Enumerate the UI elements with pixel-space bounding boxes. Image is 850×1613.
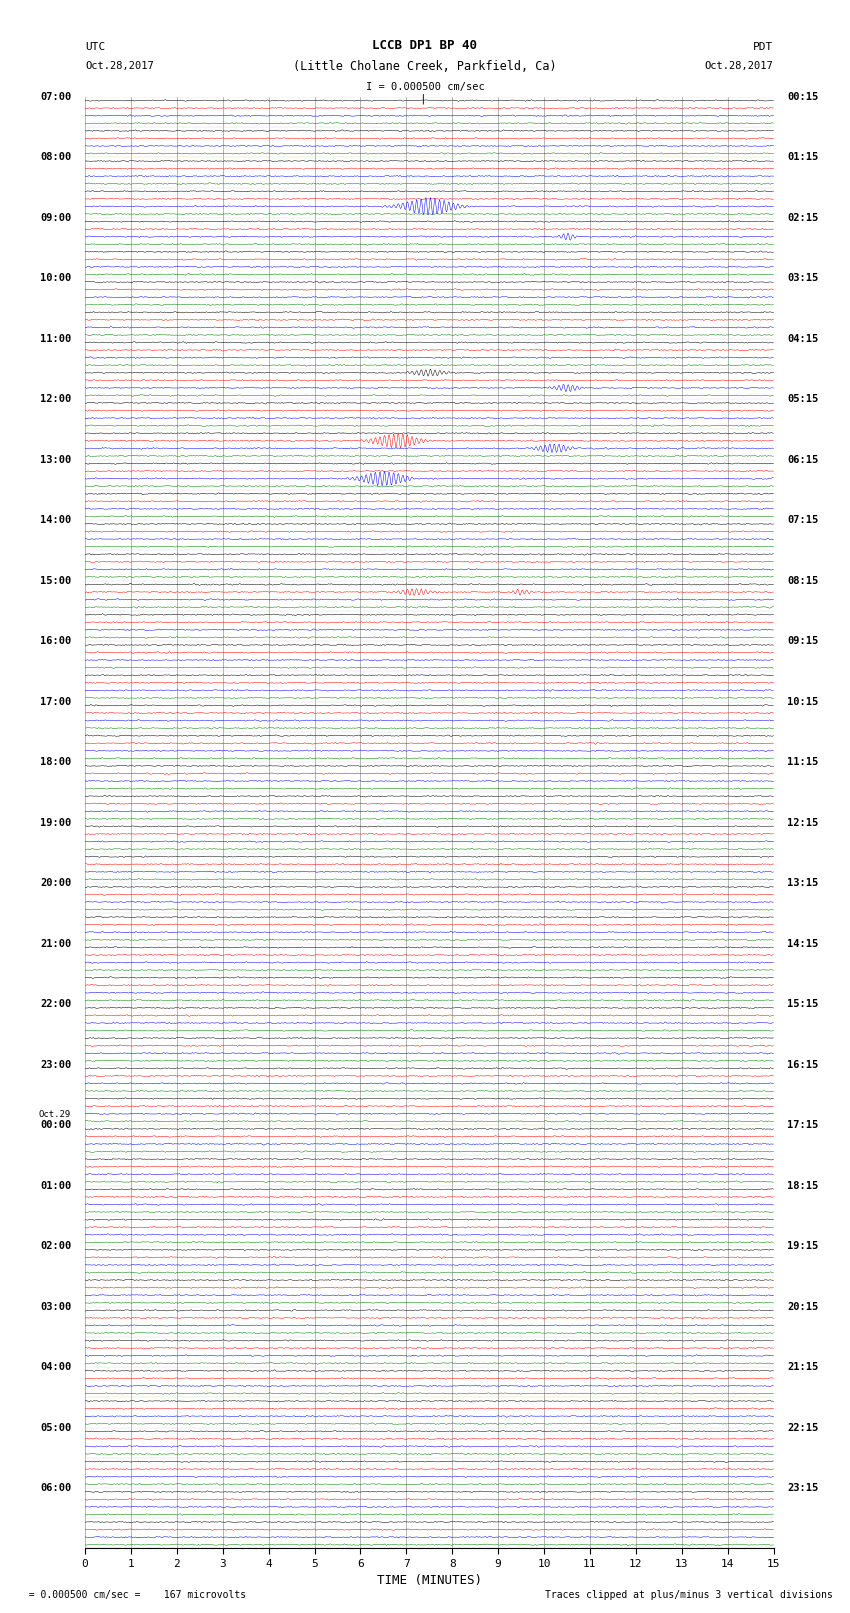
Text: LCCB DP1 BP 40: LCCB DP1 BP 40 [372, 39, 478, 52]
Text: 22:00: 22:00 [40, 998, 71, 1010]
Text: 03:15: 03:15 [787, 273, 819, 284]
Text: 13:00: 13:00 [40, 455, 71, 465]
Text: 14:00: 14:00 [40, 515, 71, 526]
Text: 04:00: 04:00 [40, 1361, 71, 1373]
Text: 15:15: 15:15 [787, 998, 819, 1010]
Text: 06:15: 06:15 [787, 455, 819, 465]
Text: 05:00: 05:00 [40, 1423, 71, 1432]
Text: 09:00: 09:00 [40, 213, 71, 223]
Text: 00:15: 00:15 [787, 92, 819, 102]
Text: 18:00: 18:00 [40, 756, 71, 768]
Text: 09:15: 09:15 [787, 636, 819, 647]
Text: 19:00: 19:00 [40, 818, 71, 827]
Text: Traces clipped at plus/minus 3 vertical divisions: Traces clipped at plus/minus 3 vertical … [545, 1590, 833, 1600]
Text: 20:15: 20:15 [787, 1302, 819, 1311]
Text: = 0.000500 cm/sec =    167 microvolts: = 0.000500 cm/sec = 167 microvolts [17, 1590, 246, 1600]
Text: 19:15: 19:15 [787, 1240, 819, 1252]
Text: 10:15: 10:15 [787, 697, 819, 706]
X-axis label: TIME (MINUTES): TIME (MINUTES) [377, 1574, 482, 1587]
Text: 03:00: 03:00 [40, 1302, 71, 1311]
Text: 01:00: 01:00 [40, 1181, 71, 1190]
Text: Oct.28,2017: Oct.28,2017 [705, 61, 774, 71]
Text: 21:00: 21:00 [40, 939, 71, 948]
Text: |: | [419, 94, 426, 105]
Text: 06:00: 06:00 [40, 1482, 71, 1494]
Text: 16:15: 16:15 [787, 1060, 819, 1069]
Text: 04:15: 04:15 [787, 334, 819, 344]
Text: 10:00: 10:00 [40, 273, 71, 284]
Text: 11:15: 11:15 [787, 756, 819, 768]
Text: 12:15: 12:15 [787, 818, 819, 827]
Text: 08:00: 08:00 [40, 152, 71, 163]
Text: 02:00: 02:00 [40, 1240, 71, 1252]
Text: 22:15: 22:15 [787, 1423, 819, 1432]
Text: 17:15: 17:15 [787, 1119, 819, 1131]
Text: I = 0.000500 cm/sec: I = 0.000500 cm/sec [366, 82, 484, 92]
Text: (Little Cholane Creek, Parkfield, Ca): (Little Cholane Creek, Parkfield, Ca) [293, 60, 557, 73]
Text: 13:15: 13:15 [787, 877, 819, 889]
Text: 21:15: 21:15 [787, 1361, 819, 1373]
Text: 16:00: 16:00 [40, 636, 71, 647]
Text: 02:15: 02:15 [787, 213, 819, 223]
Text: 23:15: 23:15 [787, 1482, 819, 1494]
Text: 18:15: 18:15 [787, 1181, 819, 1190]
Text: 12:00: 12:00 [40, 394, 71, 405]
Text: UTC: UTC [85, 42, 105, 52]
Text: 00:00: 00:00 [40, 1119, 71, 1131]
Text: 01:15: 01:15 [787, 152, 819, 163]
Text: 20:00: 20:00 [40, 877, 71, 889]
Text: 23:00: 23:00 [40, 1060, 71, 1069]
Text: 07:00: 07:00 [40, 92, 71, 102]
Text: 11:00: 11:00 [40, 334, 71, 344]
Text: 07:15: 07:15 [787, 515, 819, 526]
Text: Oct.29: Oct.29 [39, 1110, 71, 1119]
Text: PDT: PDT [753, 42, 774, 52]
Text: 15:00: 15:00 [40, 576, 71, 586]
Text: 14:15: 14:15 [787, 939, 819, 948]
Text: Oct.28,2017: Oct.28,2017 [85, 61, 154, 71]
Text: 05:15: 05:15 [787, 394, 819, 405]
Text: 17:00: 17:00 [40, 697, 71, 706]
Text: 08:15: 08:15 [787, 576, 819, 586]
